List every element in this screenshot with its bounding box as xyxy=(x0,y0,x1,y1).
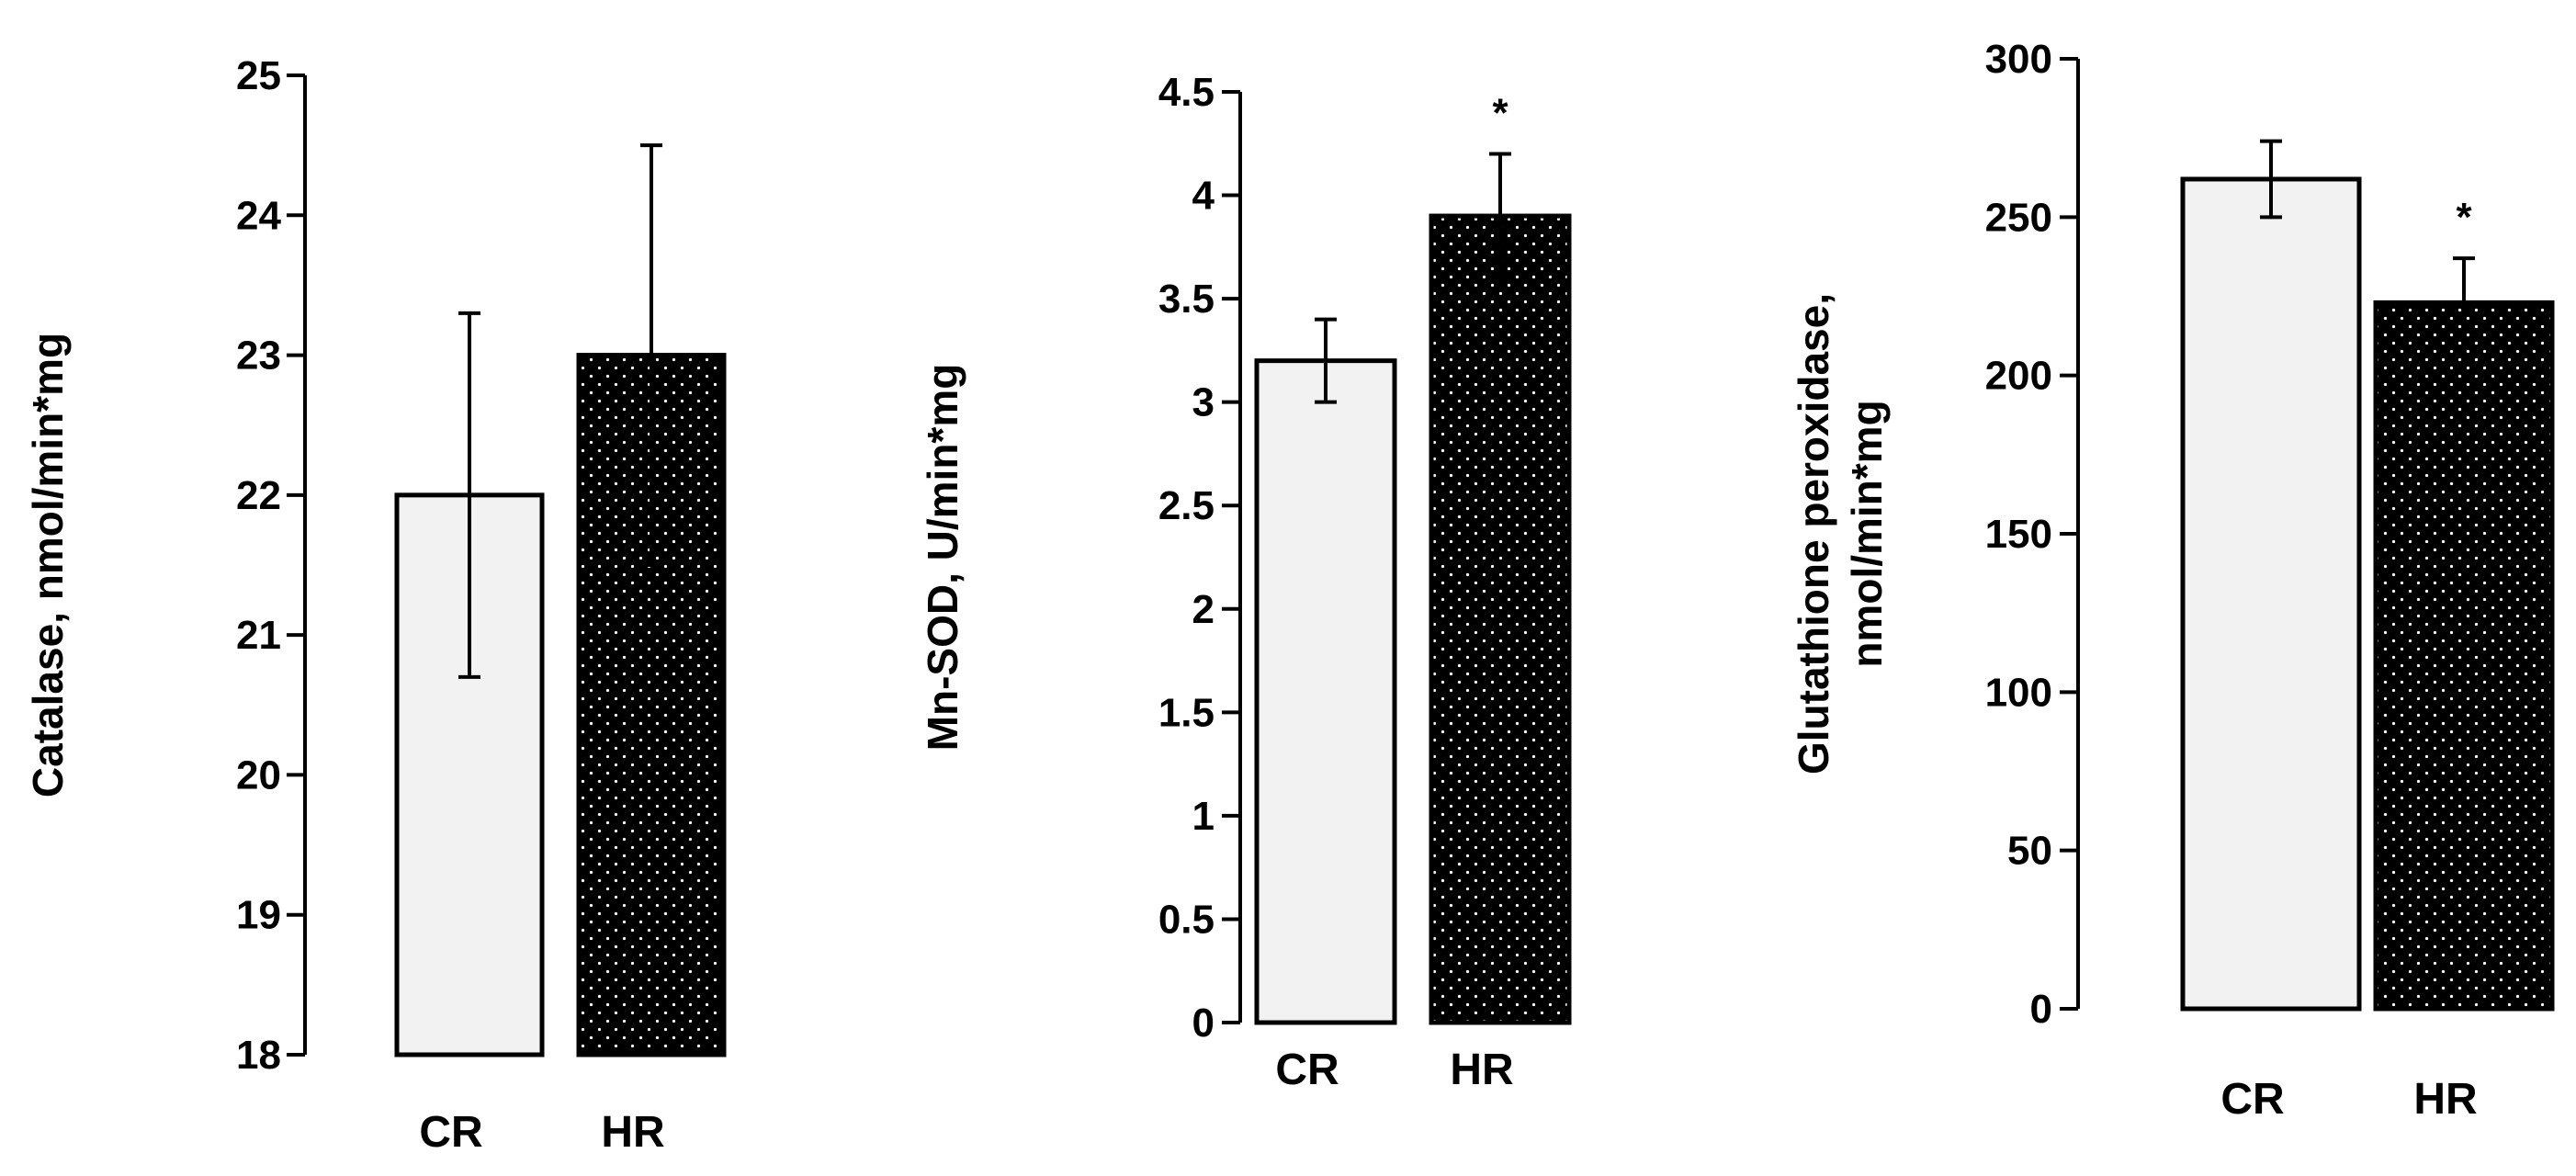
y-tick-label: 21 xyxy=(236,613,281,658)
y-tick-label: 50 xyxy=(2007,829,2052,874)
category-label-cr: CR xyxy=(419,1108,482,1157)
y-tick-label: 250 xyxy=(1985,195,2052,240)
bar-cr xyxy=(2180,176,2362,1012)
y-tick-label: 3.5 xyxy=(1158,277,1215,322)
y-tick-label: 3 xyxy=(1192,380,1215,425)
y-tick-label: 18 xyxy=(236,1033,281,1078)
y-axis-label: Mn-SOD, U/min*mg xyxy=(919,364,966,752)
category-label-hr: HR xyxy=(1450,1046,1513,1094)
y-tick-label: 19 xyxy=(236,893,281,938)
y-axis-label: Glutathione peroxidase, xyxy=(1790,293,1837,775)
y-axis-label: Catalase, nmol/min*mg xyxy=(24,333,72,797)
significance-marker: * xyxy=(1492,91,1508,136)
y-tick-label: 150 xyxy=(1985,512,2052,557)
category-label-cr: CR xyxy=(2220,1075,2284,1124)
bar-hr xyxy=(1429,213,1572,1025)
y-tick-label: 20 xyxy=(236,752,281,797)
y-axis-label: nmol/min*mg xyxy=(1843,400,1891,667)
y-tick-label: 0 xyxy=(1192,1001,1215,1046)
y-tick-label: 24 xyxy=(236,193,281,238)
y-tick-label: 0.5 xyxy=(1158,897,1215,942)
chart-panel-1: 18 19 20 21 22 23 24 25 Catalase, nmol/min*mg CR H… xyxy=(24,53,727,1157)
y-tick-label: 200 xyxy=(1985,354,2052,399)
chart-panel-2: 0 0.5 1 1.5 2 2.5 3 3.5 4 4.5 Mn-SOD, U/min*mg CR * H… xyxy=(919,70,1572,1094)
y-tick-label: 2 xyxy=(1192,587,1215,632)
y-tick-label: 1 xyxy=(1192,794,1215,839)
y-tick-label: 2.5 xyxy=(1158,483,1215,528)
significance-marker: * xyxy=(2456,195,2472,240)
y-tick-label: 300 xyxy=(1985,37,2052,82)
y-tick-label: 22 xyxy=(236,473,281,518)
category-label-hr: HR xyxy=(2413,1075,2477,1124)
category-label-cr: CR xyxy=(1275,1046,1339,1094)
y-tick-label: 1.5 xyxy=(1158,690,1215,735)
chart-panel-3: 0 50 100 150 200 250 300 Glutathione peroxidase… xyxy=(1790,37,2555,1124)
y-tick-label: 25 xyxy=(236,53,281,98)
y-tick-label: 4 xyxy=(1192,174,1215,219)
bar-hr xyxy=(2373,300,2555,1012)
y-tick-label: 4.5 xyxy=(1158,70,1215,115)
y-tick-label: 0 xyxy=(2030,987,2052,1032)
y-tick-label: 100 xyxy=(1985,670,2052,715)
y-tick-label: 23 xyxy=(236,334,281,379)
category-label-hr: HR xyxy=(601,1108,664,1157)
bar-cr xyxy=(1254,358,1397,1025)
